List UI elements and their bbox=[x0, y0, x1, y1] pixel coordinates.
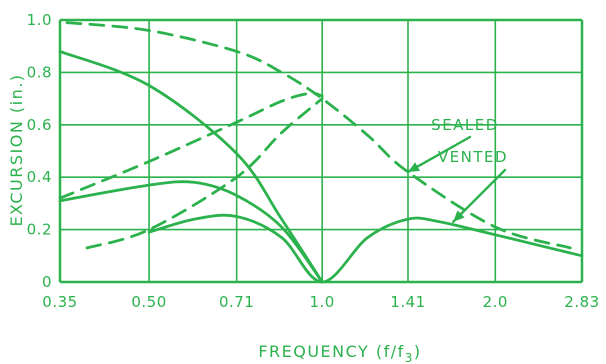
annotation-arrowhead bbox=[453, 210, 465, 222]
annotation-vented: VENTED bbox=[438, 148, 508, 166]
dashed-curve-3 bbox=[58, 91, 324, 200]
annotation-sealed: SEALED bbox=[431, 116, 499, 134]
y-tick-label: 0.2 bbox=[27, 221, 52, 239]
x-axis-title-main: FREQUENCY (f/f bbox=[258, 342, 404, 361]
x-tick-label: 2.83 bbox=[564, 293, 599, 311]
annotation-pointer bbox=[406, 135, 472, 174]
x-axis-title-subscript: 3 bbox=[405, 351, 414, 364]
x-tick-label: 0.71 bbox=[219, 293, 254, 311]
y-tick-label: 1.0 bbox=[27, 11, 52, 29]
dashed-curve-1 bbox=[65, 21, 572, 250]
y-tick-label: 0.6 bbox=[27, 116, 52, 134]
y-tick-label: 0 bbox=[42, 273, 52, 291]
grid-lines bbox=[58, 18, 584, 284]
solid-curve-6 bbox=[147, 213, 584, 284]
dashed-curve-2 bbox=[85, 97, 324, 250]
series-group bbox=[58, 21, 584, 284]
x-axis-title: FREQUENCY (f/f3) bbox=[258, 342, 421, 364]
x-tick-label: 2.0 bbox=[483, 293, 508, 311]
annotations: SEALED VENTED bbox=[406, 116, 508, 223]
annotation-pointer bbox=[452, 168, 507, 223]
solid-curve-4 bbox=[58, 50, 324, 284]
y-axis-title: EXCURSION (in.) bbox=[7, 73, 26, 226]
solid-curve-5 bbox=[58, 180, 324, 284]
x-tick-label: 0.35 bbox=[42, 293, 77, 311]
x-tick-label: 1.41 bbox=[390, 293, 425, 311]
y-tick-label: 0.4 bbox=[27, 168, 52, 186]
tick-labels: 0.35 0.50 0.71 1.0 1.41 2.0 2.83 0 0.2 0.4 0.6 0.8 1… bbox=[27, 11, 600, 311]
x-tick-label: 0.50 bbox=[131, 293, 166, 311]
y-tick-label: 0.8 bbox=[27, 63, 52, 81]
x-tick-label: 1.0 bbox=[310, 293, 335, 311]
x-axis-title-close: ) bbox=[414, 342, 422, 361]
annotation-arrowhead bbox=[408, 162, 420, 172]
